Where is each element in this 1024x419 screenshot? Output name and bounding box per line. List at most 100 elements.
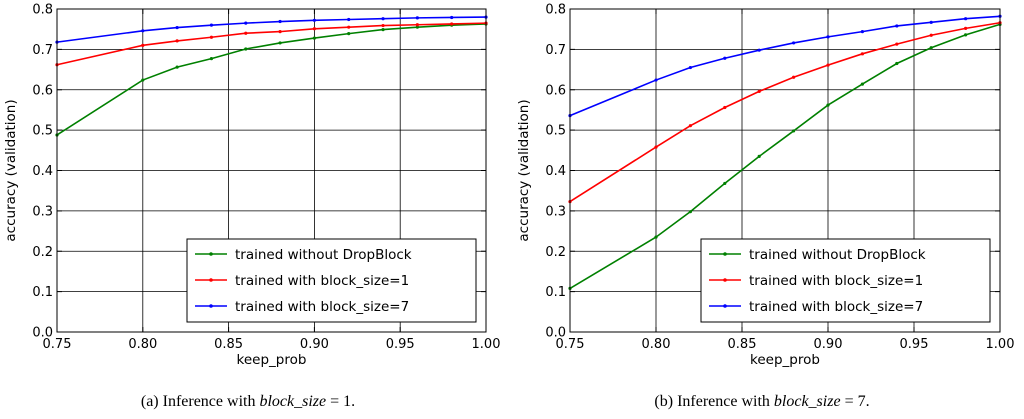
data-point	[450, 22, 454, 26]
data-point	[723, 105, 727, 110]
data-point	[381, 23, 385, 28]
caption-prefix: (b) Inference with	[654, 393, 774, 410]
data-point	[826, 35, 830, 39]
y-tick-label: 0.2	[545, 245, 566, 260]
y-tick-label: 0.8	[32, 3, 53, 18]
data-point	[415, 23, 419, 27]
data-point	[654, 145, 658, 149]
series-line	[569, 23, 1001, 290]
data-point	[209, 23, 214, 27]
legend-marker	[209, 252, 213, 256]
data-point	[175, 65, 179, 69]
y-tick-label: 0.6	[32, 83, 53, 98]
x-tick-label: 1.00	[472, 337, 501, 352]
data-point	[929, 33, 933, 37]
figure-caption: (a) Inference with block_size = 1.	[141, 393, 355, 410]
data-point	[654, 78, 658, 82]
data-point	[723, 181, 727, 186]
data-point	[757, 154, 761, 158]
y-tick-label: 0.1	[32, 285, 53, 300]
legend-label: trained without DropBlock	[235, 247, 412, 263]
data-point	[278, 41, 282, 45]
legend-marker	[723, 252, 727, 256]
caption-prefix: (a) Inference with	[141, 393, 260, 410]
legend-label: trained with block_size=1	[749, 273, 923, 289]
y-tick-label: 0.0	[545, 326, 566, 341]
data-point	[141, 78, 145, 82]
data-point	[347, 25, 351, 29]
data-point	[141, 29, 145, 33]
chart-panel-b: 0.75 0.80 0.85 0.90 0.95 1.00 0.0 0.1 0.2 0.3 0.4 0…	[516, 3, 1014, 411]
y-tick-label: 0.4	[32, 164, 53, 179]
y-tick-label: 0.0	[32, 326, 53, 341]
data-point	[244, 31, 248, 35]
data-point	[450, 15, 454, 20]
data-point	[175, 25, 179, 30]
data-point	[792, 75, 796, 79]
legend-label: trained without DropBlock	[749, 247, 926, 263]
x-tick-label: 0.85	[728, 337, 757, 352]
x-tick-label: 0.90	[300, 337, 329, 352]
legend-label: trained with block_size=7	[749, 299, 923, 315]
data-point	[244, 21, 248, 25]
legend-label: trained with block_size=1	[235, 273, 409, 289]
y-tick-label: 0.4	[545, 164, 566, 179]
data-point	[312, 18, 316, 22]
data-point	[209, 35, 214, 39]
series-line	[56, 22, 487, 66]
data-point	[381, 17, 385, 21]
data-point	[141, 43, 145, 47]
data-point	[792, 41, 796, 45]
data-point	[688, 124, 693, 128]
data-point	[312, 36, 316, 40]
data-point	[964, 33, 968, 37]
data-point	[688, 210, 693, 214]
data-point	[347, 32, 351, 36]
data-point	[654, 235, 658, 239]
legend-marker	[723, 278, 727, 282]
data-point	[278, 30, 282, 34]
y-tick-label: 0.3	[32, 204, 53, 219]
series-line	[56, 23, 487, 136]
data-point	[381, 27, 385, 32]
x-tick-label: 0.75	[43, 337, 72, 352]
y-tick-label: 0.1	[545, 285, 566, 300]
legend-label: trained with block_size=7	[235, 299, 409, 315]
y-tick-label: 0.7	[545, 43, 566, 58]
data-point	[175, 39, 179, 43]
series-line	[569, 15, 1001, 117]
legend-box	[186, 238, 477, 323]
x-tick-label: 1.00	[986, 337, 1015, 352]
data-point	[415, 25, 419, 29]
data-point	[929, 20, 933, 24]
y-tick-label: 0.5	[545, 124, 566, 139]
y-tick-label: 0.2	[32, 245, 53, 260]
data-point	[860, 52, 865, 56]
y-tick-label: 0.6	[545, 83, 566, 98]
series-line	[56, 16, 487, 43]
x-tick-label: 0.95	[386, 337, 415, 352]
y-axis-label: accuracy (validation)	[3, 99, 19, 241]
data-point	[209, 57, 214, 61]
y-tick-label: 0.5	[32, 124, 53, 139]
data-point	[723, 56, 727, 60]
data-point	[792, 129, 796, 133]
y-axis-label: accuracy (validation)	[516, 99, 532, 241]
data-point	[860, 82, 865, 86]
data-point	[347, 17, 351, 22]
x-tick-label: 0.85	[214, 337, 243, 352]
legend-marker	[209, 278, 213, 282]
legend-box	[700, 238, 991, 323]
data-point	[895, 61, 899, 66]
x-tick-label: 0.80	[128, 337, 157, 352]
caption-variable: block_size	[774, 393, 841, 410]
caption-variable: block_size	[259, 393, 326, 410]
data-point	[860, 30, 865, 34]
figure-caption: (b) Inference with block_size = 7.	[654, 393, 869, 410]
y-tick-label: 0.8	[545, 3, 566, 18]
data-point	[757, 48, 761, 52]
data-point	[244, 47, 248, 51]
series-line	[569, 21, 1001, 203]
data-point	[312, 27, 316, 31]
data-point	[929, 46, 933, 50]
